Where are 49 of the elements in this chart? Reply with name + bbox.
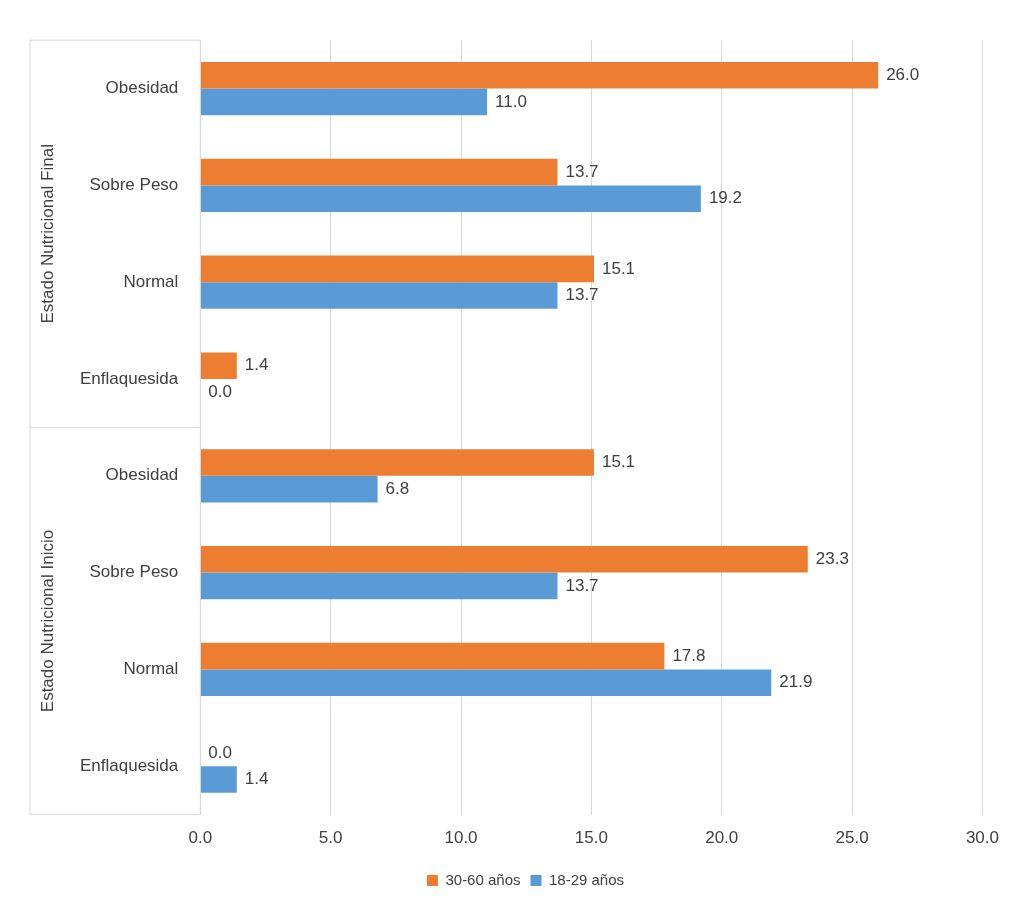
text: Estado Nutricional Inicio bbox=[37, 529, 57, 713]
data-label: 17.8 bbox=[672, 645, 706, 665]
bar bbox=[200, 669, 772, 697]
bar bbox=[200, 545, 808, 573]
bar bbox=[200, 642, 665, 670]
legend-label: 30-60 años bbox=[445, 870, 521, 888]
data-label: 23.3 bbox=[815, 548, 849, 568]
bar bbox=[200, 572, 558, 600]
data-label: 13.7 bbox=[565, 575, 599, 595]
x-tick-label: 30.0 bbox=[965, 828, 999, 848]
y-tick-label: Obesidad bbox=[105, 465, 179, 485]
bar bbox=[200, 282, 558, 309]
y-tick-label: Sobre Peso bbox=[89, 175, 179, 195]
y-tick-label: Enflaquesida bbox=[79, 368, 179, 388]
bar bbox=[200, 255, 594, 283]
y-tick-label: Sobre Peso bbox=[89, 562, 179, 582]
text: Estado Nutricional Final bbox=[37, 144, 57, 324]
data-label: 21.9 bbox=[779, 672, 813, 692]
bar bbox=[200, 61, 879, 89]
bar bbox=[200, 88, 488, 116]
x-tick-label: 5.0 bbox=[318, 828, 343, 848]
data-label: 19.2 bbox=[708, 188, 742, 208]
bar bbox=[200, 158, 558, 186]
data-label: 1.4 bbox=[244, 769, 269, 789]
x-tick-label: 25.0 bbox=[835, 828, 869, 848]
x-tick-label: 0.0 bbox=[188, 828, 213, 848]
data-label: 15.1 bbox=[601, 452, 636, 472]
data-label: 0.0 bbox=[208, 742, 232, 762]
y-tick-label: Enflaquesida bbox=[79, 755, 179, 775]
data-label: 6.8 bbox=[385, 478, 410, 498]
bar bbox=[200, 766, 237, 793]
data-label: 26.0 bbox=[886, 64, 920, 84]
data-label: 13.7 bbox=[565, 285, 599, 305]
data-label: 11.0 bbox=[495, 91, 527, 111]
bar bbox=[200, 185, 701, 213]
data-label: 0.0 bbox=[208, 382, 232, 401]
bar bbox=[200, 352, 237, 379]
y-tick-label: Obesidad bbox=[105, 78, 179, 98]
legend-label: 18-29 años bbox=[549, 870, 625, 888]
y-tick-label: Normal bbox=[123, 271, 179, 291]
x-tick-label: 10.0 bbox=[444, 828, 478, 848]
data-label: 1.4 bbox=[244, 355, 269, 375]
x-tick-label: 20.0 bbox=[705, 828, 739, 848]
data-label: 15.1 bbox=[601, 258, 636, 278]
data-label: 13.7 bbox=[565, 161, 599, 181]
y-tick-label: Normal bbox=[123, 659, 179, 679]
bar bbox=[200, 449, 594, 476]
x-tick-label: 15.0 bbox=[574, 828, 608, 848]
bar bbox=[200, 475, 378, 503]
